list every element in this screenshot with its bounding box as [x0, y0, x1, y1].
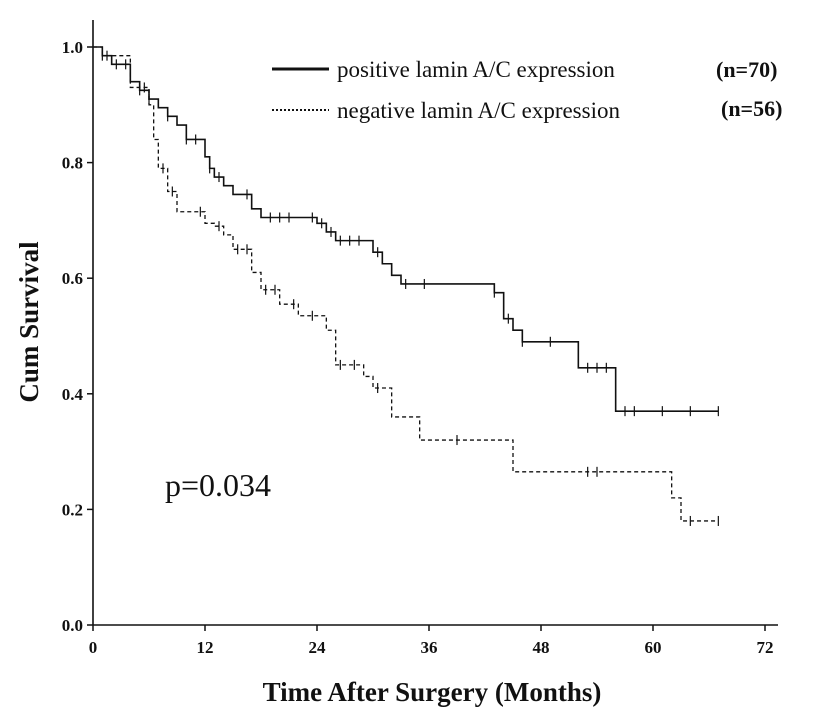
legend-n-positive: (n=70) — [716, 57, 777, 82]
y-axis-title: Cum Survival — [14, 241, 44, 403]
x-tick-label: 12 — [197, 638, 214, 657]
axes — [92, 20, 778, 626]
series-line-negative — [93, 46, 719, 522]
x-tick-label: 60 — [645, 638, 662, 657]
legend-label-negative: negative lamin A/C expression — [337, 98, 620, 123]
plot-series — [93, 46, 719, 526]
y-tick-label: 0.2 — [62, 500, 83, 519]
y-tick-label: 0.4 — [62, 385, 84, 404]
legend: positive lamin A/C expression (n=70) neg… — [272, 57, 782, 123]
x-tick-label: 24 — [309, 638, 327, 657]
legend-label-positive: positive lamin A/C expression — [337, 57, 615, 82]
y-tick-label: 0.6 — [62, 269, 83, 288]
y-tick-label: 0.8 — [62, 154, 83, 173]
x-axis-title: Time After Surgery (Months) — [263, 677, 602, 707]
x-tick-label: 48 — [533, 638, 550, 657]
legend-n-negative: (n=56) — [721, 96, 782, 121]
ticks: 0 12 24 36 48 60 72 0.0 0.2 0.4 0.6 0.8 1.0 — [62, 38, 774, 657]
x-tick-label: 36 — [421, 638, 438, 657]
p-value-annotation: p=0.034 — [165, 467, 271, 503]
x-tick-label: 72 — [757, 638, 774, 657]
x-tick-label: 0 — [89, 638, 98, 657]
y-tick-label: 1.0 — [62, 38, 83, 57]
y-tick-label: 0.0 — [62, 616, 83, 635]
